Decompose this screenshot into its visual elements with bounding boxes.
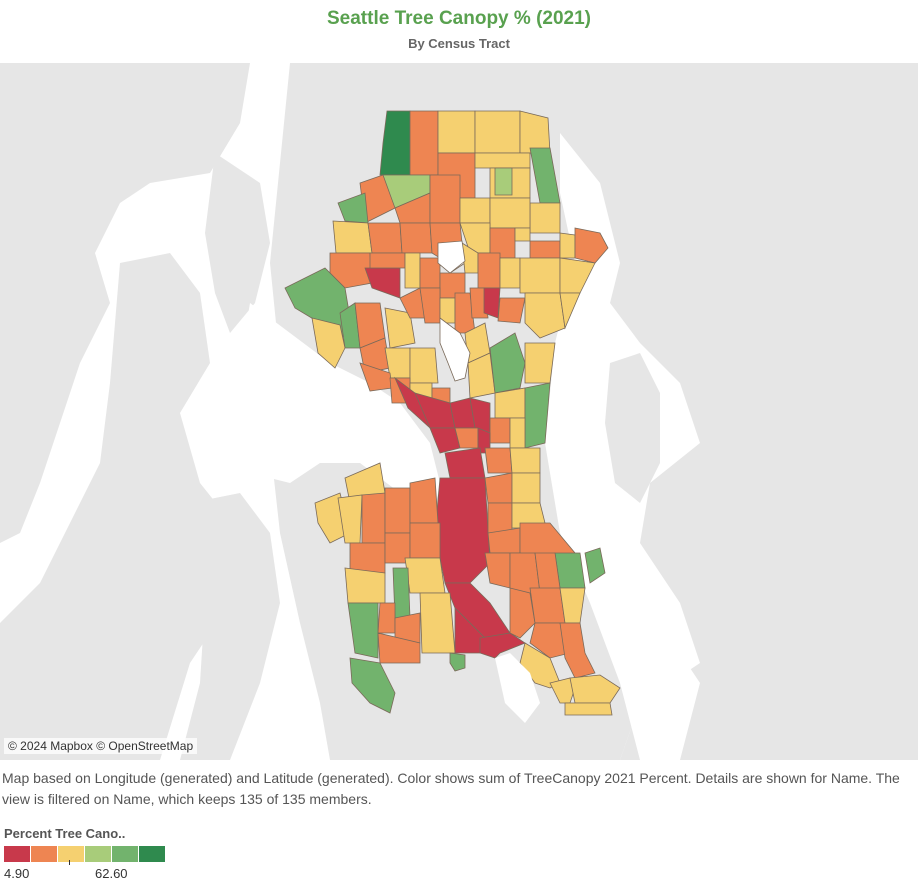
tract[interactable] bbox=[564, 702, 613, 716]
tract[interactable] bbox=[311, 317, 346, 369]
tract[interactable] bbox=[344, 567, 386, 604]
legend-title[interactable]: Percent Tree Cano.. bbox=[4, 826, 126, 841]
tract[interactable] bbox=[349, 542, 386, 574]
tract[interactable] bbox=[509, 587, 536, 639]
tract[interactable] bbox=[499, 257, 521, 289]
tract[interactable] bbox=[559, 292, 581, 330]
legend-swatch bbox=[85, 846, 112, 862]
tract[interactable] bbox=[497, 297, 526, 324]
tract[interactable] bbox=[474, 110, 521, 154]
tract[interactable] bbox=[384, 487, 411, 534]
tract[interactable] bbox=[489, 332, 526, 394]
tract[interactable] bbox=[377, 602, 396, 634]
tract[interactable] bbox=[329, 252, 373, 289]
tract[interactable] bbox=[514, 227, 531, 242]
tract[interactable] bbox=[409, 347, 439, 384]
tract[interactable] bbox=[569, 674, 621, 704]
tract[interactable] bbox=[559, 232, 576, 259]
tract[interactable] bbox=[419, 257, 441, 289]
tract[interactable] bbox=[332, 220, 373, 254]
tract[interactable] bbox=[404, 557, 446, 594]
tract[interactable] bbox=[483, 287, 501, 319]
tract[interactable] bbox=[509, 417, 526, 449]
tract[interactable] bbox=[409, 522, 441, 559]
tract[interactable] bbox=[459, 197, 491, 224]
tract[interactable] bbox=[399, 222, 433, 254]
tract[interactable] bbox=[489, 197, 531, 229]
lake-washington bbox=[545, 133, 700, 760]
tract[interactable] bbox=[519, 110, 551, 154]
tract[interactable] bbox=[529, 587, 566, 624]
duwamish-river bbox=[495, 653, 540, 723]
legend-swatch bbox=[4, 846, 31, 862]
elliott-bay bbox=[230, 303, 440, 533]
map-canvas[interactable] bbox=[0, 63, 918, 760]
map-subtitle: By Census Tract bbox=[408, 36, 510, 51]
tract[interactable] bbox=[529, 622, 571, 659]
tract[interactable] bbox=[509, 447, 541, 474]
land-bainbridge bbox=[205, 153, 270, 333]
tract[interactable] bbox=[404, 252, 421, 289]
tract[interactable] bbox=[429, 174, 461, 224]
tract[interactable] bbox=[494, 387, 526, 419]
choropleth-map[interactable] bbox=[0, 63, 918, 760]
legend-tick bbox=[69, 860, 70, 865]
land-vashon bbox=[180, 493, 280, 760]
lake-union bbox=[439, 317, 471, 382]
tract[interactable] bbox=[494, 167, 513, 196]
map-title: Seattle Tree Canopy % (2021) bbox=[327, 8, 591, 29]
tract[interactable] bbox=[487, 502, 513, 534]
map-attribution[interactable]: © 2024 Mapbox © OpenStreetMap bbox=[4, 738, 198, 754]
tract[interactable] bbox=[437, 110, 476, 154]
tract[interactable] bbox=[361, 492, 386, 544]
tract[interactable] bbox=[529, 202, 561, 234]
tract[interactable] bbox=[409, 477, 439, 524]
legend-swatch bbox=[58, 846, 85, 862]
tract[interactable] bbox=[347, 602, 379, 659]
tract[interactable] bbox=[477, 252, 501, 289]
tract[interactable] bbox=[469, 287, 489, 319]
tract[interactable] bbox=[574, 227, 609, 264]
tract[interactable] bbox=[377, 632, 421, 664]
tract[interactable] bbox=[519, 257, 561, 294]
tract[interactable] bbox=[449, 652, 466, 672]
tract[interactable] bbox=[474, 152, 531, 169]
tract[interactable] bbox=[444, 447, 486, 479]
land-east bbox=[555, 63, 918, 760]
tract[interactable] bbox=[484, 447, 513, 474]
tract[interactable] bbox=[511, 472, 541, 504]
tract[interactable] bbox=[489, 417, 511, 444]
legend-swatch bbox=[31, 846, 58, 862]
legend-swatch bbox=[112, 846, 139, 862]
tract[interactable] bbox=[409, 110, 439, 176]
tract[interactable] bbox=[524, 292, 566, 339]
tract[interactable] bbox=[529, 240, 561, 259]
legend-max-value: 62.60 bbox=[95, 866, 128, 881]
tract[interactable] bbox=[559, 622, 596, 679]
color-legend[interactable] bbox=[4, 846, 166, 862]
land-kitsap bbox=[0, 253, 240, 760]
map-caption: Map based on Longitude (generated) and L… bbox=[2, 770, 900, 807]
tract[interactable] bbox=[392, 567, 411, 619]
tract[interactable] bbox=[584, 547, 606, 584]
census-tracts[interactable] bbox=[284, 110, 621, 716]
green-lake bbox=[437, 240, 466, 274]
tract[interactable] bbox=[434, 477, 491, 584]
land-west bbox=[0, 63, 250, 543]
tract[interactable] bbox=[349, 657, 396, 714]
tract[interactable] bbox=[524, 342, 556, 384]
mercer-island bbox=[605, 353, 660, 503]
tract[interactable] bbox=[367, 222, 403, 254]
tract[interactable] bbox=[484, 472, 513, 504]
legend-min-value: 4.90 bbox=[4, 866, 30, 881]
tract[interactable] bbox=[419, 592, 456, 654]
legend-swatch bbox=[139, 846, 166, 862]
tract[interactable] bbox=[369, 252, 406, 269]
tract[interactable] bbox=[384, 307, 416, 349]
